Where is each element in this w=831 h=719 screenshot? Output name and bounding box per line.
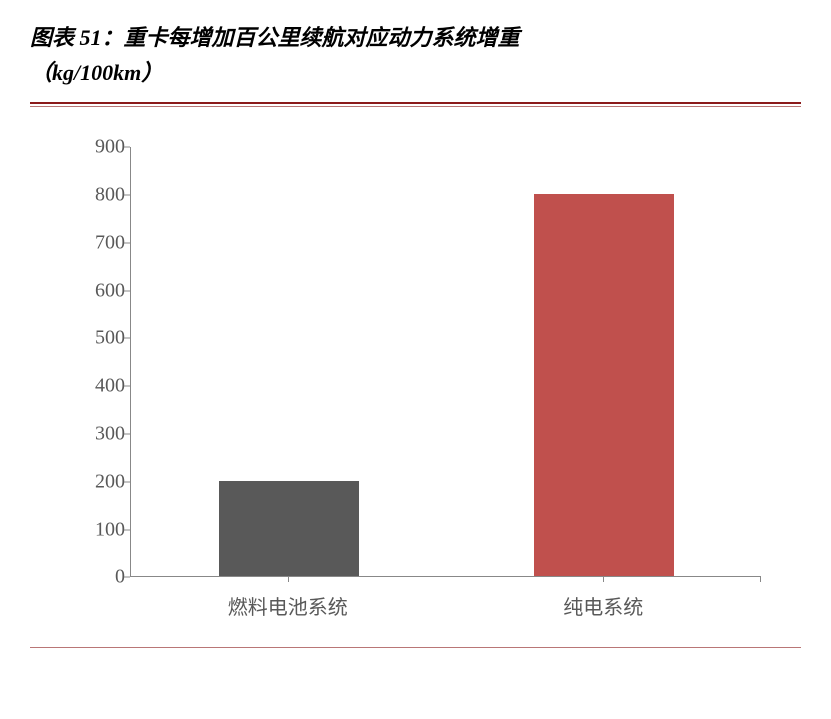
bar-chart: 燃料电池系统纯电系统 0100200300400500600700800900 bbox=[70, 147, 771, 577]
bar-slot bbox=[131, 147, 446, 576]
title-rule-dark bbox=[30, 102, 801, 104]
chart-title-line2: （kg/100km） bbox=[30, 55, 801, 90]
bar bbox=[219, 481, 359, 577]
y-tick-label: 100 bbox=[70, 518, 125, 541]
bar-slot bbox=[446, 147, 761, 576]
chart-container: 燃料电池系统纯电系统 0100200300400500600700800900 bbox=[70, 147, 771, 577]
y-tick-mark bbox=[124, 195, 130, 196]
x-axis-labels: 燃料电池系统纯电系统 bbox=[130, 591, 761, 620]
y-tick-mark bbox=[124, 147, 130, 148]
y-tick-mark bbox=[124, 577, 130, 578]
chart-title-line1: 图表 51：重卡每增加百公里续航对应动力系统增重 bbox=[30, 20, 801, 55]
chart-title: 图表 51：重卡每增加百公里续航对应动力系统增重 （kg/100km） bbox=[30, 20, 801, 90]
y-tick-label: 600 bbox=[70, 279, 125, 302]
y-tick-label: 400 bbox=[70, 375, 125, 398]
y-tick-label: 0 bbox=[70, 566, 125, 589]
plot-area bbox=[130, 147, 761, 577]
y-tick-mark bbox=[124, 434, 130, 435]
bottom-rule bbox=[30, 647, 801, 648]
y-tick-mark bbox=[124, 242, 130, 243]
y-tick-mark bbox=[124, 386, 130, 387]
x-tick-mark bbox=[603, 576, 604, 582]
y-tick-label: 300 bbox=[70, 423, 125, 446]
bar bbox=[534, 194, 674, 576]
title-rule-light bbox=[30, 106, 801, 107]
x-axis-label: 燃料电池系统 bbox=[130, 591, 446, 620]
y-tick-mark bbox=[124, 529, 130, 530]
x-axis-label: 纯电系统 bbox=[446, 591, 762, 620]
y-tick-mark bbox=[124, 338, 130, 339]
y-tick-mark bbox=[124, 290, 130, 291]
y-tick-label: 200 bbox=[70, 470, 125, 493]
y-tick-label: 800 bbox=[70, 184, 125, 207]
y-tick-label: 900 bbox=[70, 136, 125, 159]
x-tick-mark bbox=[288, 576, 289, 582]
y-tick-label: 500 bbox=[70, 327, 125, 350]
y-tick-mark bbox=[124, 481, 130, 482]
x-tick-mark bbox=[760, 576, 761, 582]
y-tick-label: 700 bbox=[70, 231, 125, 254]
bars-group bbox=[131, 147, 761, 576]
